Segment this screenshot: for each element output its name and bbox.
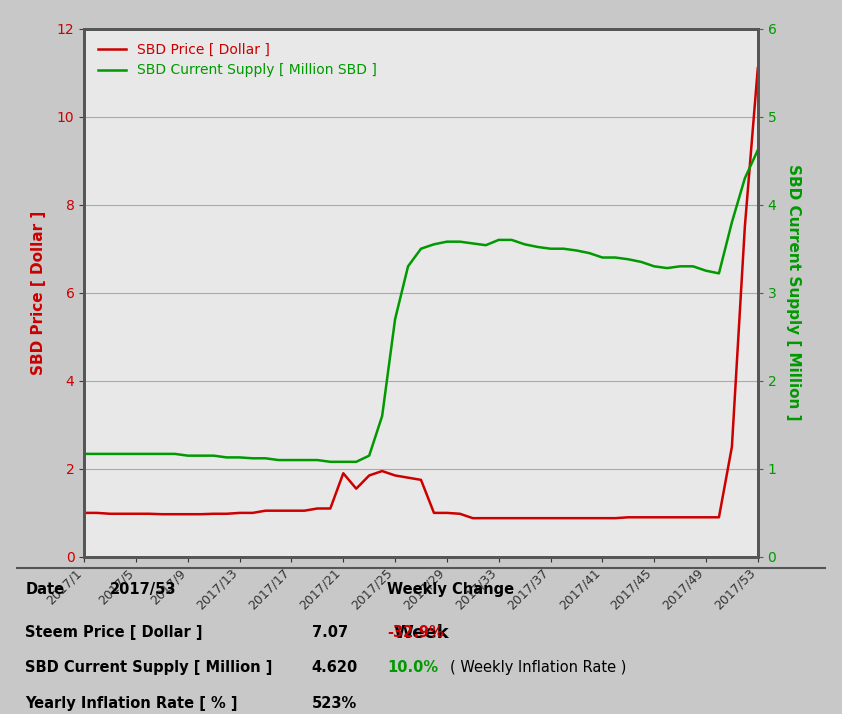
Y-axis label: SBD Current Supply [ Million ]: SBD Current Supply [ Million ]	[786, 164, 802, 421]
SBD Price [ Dollar ]	[753, 64, 763, 73]
SBD Price [ Dollar ]	[468, 514, 478, 523]
Line: SBD Current Supply [ Million SBD ]: SBD Current Supply [ Million SBD ]	[84, 150, 758, 462]
Text: 523%: 523%	[312, 696, 357, 711]
Legend: SBD Price [ Dollar ], SBD Current Supply [ Million SBD ]: SBD Price [ Dollar ], SBD Current Supply…	[91, 36, 384, 84]
Text: ( Weekly Inflation Rate ): ( Weekly Inflation Rate )	[450, 660, 626, 675]
SBD Price [ Dollar ]	[610, 514, 621, 523]
SBD Price [ Dollar ]	[520, 514, 530, 523]
SBD Current Supply [ Million SBD ]	[79, 450, 89, 458]
Text: 10.0%: 10.0%	[387, 660, 439, 675]
SBD Current Supply [ Million SBD ]	[481, 241, 491, 249]
SBD Current Supply [ Million SBD ]	[610, 253, 621, 262]
Text: 7.07: 7.07	[312, 625, 348, 640]
SBD Price [ Dollar ]	[79, 508, 89, 517]
SBD Current Supply [ Million SBD ]	[753, 146, 763, 154]
SBD Price [ Dollar ]	[481, 514, 491, 523]
X-axis label: Week: Week	[393, 623, 449, 642]
SBD Current Supply [ Million SBD ]	[325, 458, 335, 466]
Text: SBD Current Supply [ Million ]: SBD Current Supply [ Million ]	[25, 660, 273, 675]
Line: SBD Price [ Dollar ]: SBD Price [ Dollar ]	[84, 69, 758, 518]
SBD Price [ Dollar ]	[688, 513, 698, 521]
SBD Current Supply [ Million SBD ]	[520, 240, 530, 248]
Text: Weekly Change: Weekly Change	[387, 582, 514, 597]
SBD Current Supply [ Million SBD ]	[493, 236, 504, 244]
Text: -32.9%: -32.9%	[387, 625, 444, 640]
Text: Yearly Inflation Rate [ % ]: Yearly Inflation Rate [ % ]	[25, 696, 237, 711]
SBD Price [ Dollar ]	[260, 506, 270, 515]
Text: 2017/53: 2017/53	[109, 582, 176, 597]
SBD Current Supply [ Million SBD ]	[688, 262, 698, 271]
Y-axis label: SBD Price [ Dollar ]: SBD Price [ Dollar ]	[31, 211, 45, 375]
Text: 4.620: 4.620	[312, 660, 358, 675]
SBD Price [ Dollar ]	[493, 514, 504, 523]
Text: Steem Price [ Dollar ]: Steem Price [ Dollar ]	[25, 625, 203, 640]
Text: Date: Date	[25, 582, 64, 597]
SBD Current Supply [ Million SBD ]	[260, 454, 270, 463]
